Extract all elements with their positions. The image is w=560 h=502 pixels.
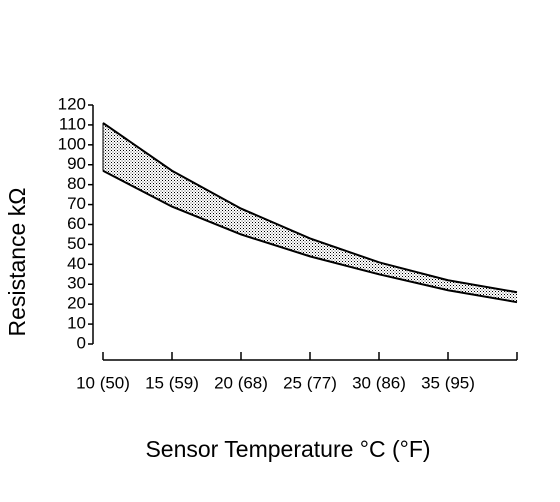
y-tick-label: 100	[58, 134, 86, 153]
y-tick-label: 70	[67, 194, 86, 213]
x-tick-label: 20 (68)	[214, 373, 268, 392]
y-tick-label: 80	[67, 174, 86, 193]
y-tick-label: 20	[67, 294, 86, 313]
curve	[102, 122, 518, 294]
y-tick-label: 10	[67, 314, 86, 333]
y-tick-label: 90	[67, 154, 86, 173]
y-tick-label: 30	[67, 274, 86, 293]
x-axis-title: Sensor Temperature °C (°F)	[145, 436, 430, 462]
x-tick-label: 25 (77)	[283, 373, 337, 392]
x-tick-label: 15 (59)	[145, 373, 199, 392]
y-tick-label: 50	[67, 234, 86, 253]
curve	[102, 169, 518, 304]
x-tick-label: 35 (95)	[421, 373, 475, 392]
x-tick-label: 10 (50)	[76, 373, 130, 392]
y-tick-label: 120	[58, 94, 86, 113]
y-tick-label: 0	[77, 333, 86, 352]
y-tick-label: 60	[67, 214, 86, 233]
y-tick-label: 40	[67, 254, 86, 273]
band-fill	[103, 122, 517, 303]
x-tick-label: 30 (86)	[352, 373, 406, 392]
y-tick-label: 110	[59, 114, 86, 133]
y-axis-title: Resistance kΩ	[4, 188, 30, 337]
